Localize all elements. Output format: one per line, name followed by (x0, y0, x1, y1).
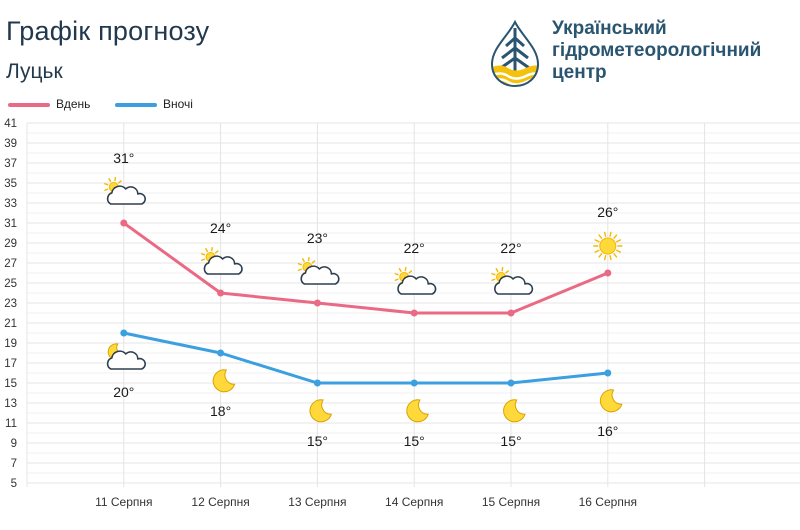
y-tick-label: 5 (11, 478, 17, 490)
y-tick-label: 17 (4, 358, 17, 370)
y-tick-label: 19 (4, 338, 17, 350)
legend-label-night: Вночі (163, 97, 193, 111)
moon-cloud-icon (106, 343, 146, 370)
data-label-night: 15° (404, 433, 425, 449)
partly-cloudy-icon (297, 256, 340, 285)
y-tick-label: 27 (4, 258, 17, 270)
legend-label-day: Вдень (56, 97, 91, 111)
legend-swatch-day (8, 102, 50, 107)
data-label-night: 16° (597, 423, 618, 439)
data-point-night (217, 349, 225, 357)
data-label-night: 18° (210, 403, 231, 419)
y-tick-label: 21 (4, 318, 17, 330)
data-label-night: 20° (113, 384, 134, 400)
data-label-day: 22° (500, 240, 521, 256)
sun-icon (593, 231, 623, 261)
partly-cloudy-icon (104, 176, 146, 205)
logo-line-3: центр (552, 62, 607, 83)
data-point-day (410, 309, 418, 317)
moon-icon (212, 369, 236, 393)
data-point-day (604, 269, 612, 277)
data-label-day: 22° (404, 240, 425, 256)
y-axis: 41 39 37 35 33 31 29 27 25 23 21 19 17 15 13 11 9 7 5 (4, 118, 17, 490)
data-point-night (120, 329, 128, 337)
data-point-day (313, 299, 321, 307)
data-label-night: 15° (307, 433, 328, 449)
y-tick-label: 7 (11, 458, 17, 470)
data-point-day (507, 309, 515, 317)
y-tick-label: 29 (4, 238, 17, 250)
partly-cloudy-icon (394, 266, 437, 295)
x-tick-label: 13 Серпня (288, 495, 346, 509)
logo-text: Український гідрометеорологічний центр (552, 18, 792, 84)
y-tick-label: 35 (4, 178, 17, 190)
drop-logo-icon (490, 19, 540, 88)
chart-title: Графік прогнозу (6, 16, 210, 46)
moon-icon (599, 389, 623, 413)
y-tick-label: 9 (11, 438, 17, 450)
y-tick-label: 41 (4, 118, 17, 130)
x-tick-label: 11 Серпня (95, 495, 152, 509)
legend-item-night: Вночі (115, 97, 193, 111)
x-axis: 11 Серпня 12 Серпня 13 Серпня 14 Серпня 15 С… (95, 495, 637, 509)
y-tick-label: 23 (4, 298, 17, 310)
x-tick-label: 12 Серпня (191, 495, 249, 509)
moon-icon (309, 399, 333, 423)
y-tick-label: 13 (4, 398, 17, 410)
data-point-night (604, 369, 612, 377)
data-point-night (313, 379, 321, 387)
y-tick-label: 11 (5, 418, 17, 430)
logo: Український гідрометеорологічний центр (486, 18, 786, 88)
city-name: Луцьк (6, 60, 63, 83)
y-tick-label: 15 (4, 378, 17, 390)
y-tick-label: 37 (4, 158, 17, 170)
data-point-day (217, 289, 225, 297)
y-tick-label: 25 (4, 278, 17, 290)
data-point-night (410, 379, 418, 387)
y-tick-label: 31 (4, 218, 17, 230)
data-label-day: 23° (307, 230, 328, 246)
data-label-day: 24° (210, 220, 231, 236)
x-tick-label: 15 Серпня (482, 495, 540, 509)
partly-cloudy-icon (491, 266, 534, 295)
x-tick-label: 16 Серпня (579, 495, 637, 509)
legend-item-day: Вдень (8, 97, 90, 111)
partly-cloudy-icon (200, 246, 243, 275)
logo-line-2: гідрометеорологічний (552, 40, 762, 61)
moon-icon (503, 399, 526, 423)
y-tick-label: 33 (4, 198, 17, 210)
legend-swatch-night (115, 102, 157, 107)
data-point-day (120, 219, 128, 227)
logo-line-1: Український (552, 18, 667, 39)
moon-icon (406, 399, 429, 423)
series-line-night (123, 331, 608, 385)
data-label-day: 26° (597, 204, 618, 220)
y-tick-label: 39 (4, 138, 17, 150)
series-line-day (122, 221, 609, 315)
data-point-night (507, 379, 515, 387)
data-label-night: 15° (500, 433, 521, 449)
x-tick-label: 14 Серпня (385, 495, 443, 509)
data-label-day: 31° (113, 150, 134, 166)
